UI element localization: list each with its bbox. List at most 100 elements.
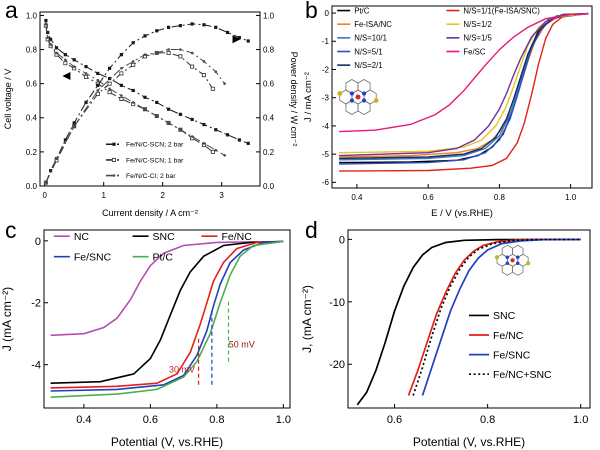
- panel-c: c 0.4 0.6 0.8 1.0 0 -2 -4 Potential (V, vs.RHE)…: [0, 217, 300, 450]
- y-tick-label: 0.4: [26, 114, 38, 123]
- legend-entry-n-s-1-5: N/S=1/5: [446, 34, 492, 43]
- marker-dot: [223, 82, 226, 85]
- nitrogen-atom-icon: [349, 98, 355, 103]
- annotation-text: 30 mV: [169, 364, 195, 374]
- marker-dot: [131, 60, 135, 63]
- y-tick-label: -3: [322, 94, 330, 103]
- legend-entry-pt-c: Pt/C: [132, 251, 173, 263]
- marker-square-open: [210, 149, 215, 154]
- nitrogen-atom-icon: [505, 255, 510, 260]
- marker-square: [190, 22, 194, 26]
- molecular-structure-inset: [494, 244, 531, 276]
- nitrogen-atom-icon: [505, 261, 510, 266]
- y-tick-label: -5: [322, 150, 330, 159]
- y-right-tick-label: 0.2: [263, 148, 275, 157]
- x-tick-label: 0: [42, 191, 47, 200]
- marker-dot: [96, 89, 100, 92]
- marker-square: [46, 30, 50, 35]
- legend-entry-fe-snc: Fe/SNC: [469, 349, 531, 361]
- y-tick-label: -2: [322, 65, 330, 74]
- series-fe-n-c-cl-2-bar-power-density-markers: [44, 48, 226, 184]
- marker-dot: [108, 87, 111, 91]
- y-tick-label: 0.0: [26, 182, 38, 191]
- marker-square: [214, 25, 218, 29]
- marker-dot: [55, 51, 58, 55]
- y-axis-title: J, (mA cm⁻²): [300, 285, 314, 353]
- legend-label: Fe/N/C-SCN; 1 bar: [126, 157, 184, 164]
- marker-square: [155, 100, 159, 105]
- legend-label: Pt/C: [354, 6, 370, 15]
- molecule-ring: [345, 100, 359, 115]
- legend-label: Fe/N/C-SCN; 2 bar: [126, 142, 184, 149]
- molecule-ring: [501, 262, 514, 276]
- legend-entry-snc: SNC: [469, 310, 516, 322]
- legend-label: Fe/SNC: [493, 349, 531, 361]
- x-tick-label: 1.0: [565, 193, 577, 202]
- nitrogen-atom-icon: [349, 91, 355, 96]
- marker-square: [246, 141, 250, 145]
- series-fe-n-c-cl-2-bar-curve: [45, 23, 225, 156]
- x-tick-label: 0.6: [423, 193, 435, 202]
- marker-square: [225, 30, 230, 35]
- panel-label-d: d: [305, 217, 318, 243]
- legend-label: N/S=5/1: [354, 47, 382, 56]
- legend-label: Fe/NC: [493, 330, 524, 342]
- marker-square: [178, 24, 182, 28]
- marker-square: [214, 128, 218, 132]
- marker-dot: [120, 94, 123, 97]
- nitrogen-atom-icon: [361, 91, 367, 96]
- marker-square: [119, 53, 123, 57]
- legend-label: N/S=2/1: [354, 61, 382, 70]
- legend-label: N/S=1/5: [463, 34, 492, 43]
- legend-entry-n-s-10-1: N/S=10/1: [337, 34, 387, 43]
- marker-dot: [64, 58, 67, 62]
- panel-d: d 0.6 0.8 1.0 0 -10 -20 Potential (V, vs.RHE) J…: [300, 217, 600, 450]
- y-tick-label: -4: [322, 122, 330, 131]
- legend-label: NC: [74, 231, 90, 243]
- series-fe-n-c-cl-2-bar-markers: [44, 22, 226, 157]
- legend-label: Fe/SNC: [74, 251, 112, 263]
- marker-square: [246, 39, 250, 43]
- legend-label: SNC: [153, 231, 176, 243]
- marker-dot: [214, 148, 218, 152]
- y-right-tick-label: 0.0: [263, 182, 275, 191]
- marker-square: [202, 122, 206, 127]
- annotation-text: 50 mV: [229, 340, 255, 350]
- y-tick-label: -1: [322, 37, 330, 46]
- series-snc-curve: [50, 240, 284, 384]
- y-tick-label: -6: [322, 178, 330, 187]
- x-tick-label: 1.0: [573, 414, 588, 426]
- marker-dot: [155, 114, 159, 118]
- legend-entry-fe-nc: Fe/NC: [469, 330, 524, 342]
- left-arrow-icon: [62, 71, 71, 80]
- marker-dot: [202, 60, 206, 63]
- series-pt-c-curve: [50, 240, 284, 398]
- marker-square: [84, 64, 88, 69]
- marker-square: [49, 37, 53, 41]
- sulfur-atom-icon: [526, 261, 531, 266]
- marker-square-open: [84, 74, 89, 79]
- x-tick-label: 0.6: [387, 414, 402, 426]
- molecular-structure-inset: [337, 79, 379, 115]
- marker-square: [72, 58, 76, 62]
- marker-dot: [155, 51, 159, 55]
- molecule-ring: [357, 100, 371, 115]
- panel-c-chart: 0.4 0.6 0.8 1.0 0 -2 -4 Potential (V, vs.RHE) J …: [0, 229, 291, 449]
- series-fe-snc-curve: [50, 240, 284, 392]
- nitrogen-atom-icon: [515, 255, 520, 260]
- legend-label: Fe-ISA/NC: [354, 20, 392, 29]
- series-fe-snc-curve: [421, 238, 581, 396]
- series-fe-n-c-scn-2-bar-power-density-curve: [45, 23, 249, 183]
- y-tick-label: 1.0: [26, 11, 38, 20]
- y-right-axis-title: Power density / W cm⁻²: [289, 52, 299, 147]
- molecule-ring: [357, 79, 371, 94]
- panel-label-b: b: [305, 0, 318, 23]
- marker-square-open: [107, 90, 112, 95]
- y-tick-label: 0: [339, 234, 345, 246]
- x-tick-label: 1: [101, 191, 106, 200]
- legend-entry-fe-n-c-scn-1-bar: Fe/N/C-SCN; 1 bar: [106, 157, 184, 164]
- marker-square-open: [63, 61, 68, 66]
- marker-square: [143, 95, 147, 99]
- x-tick-label: 0.4: [76, 414, 91, 426]
- marker-square: [225, 133, 230, 137]
